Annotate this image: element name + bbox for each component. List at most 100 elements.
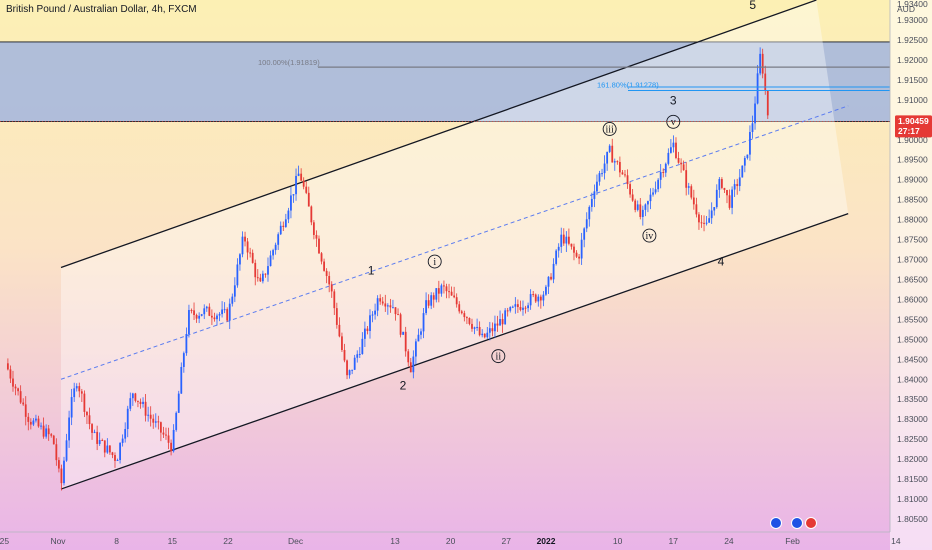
candle-body — [121, 438, 124, 443]
candle-body — [427, 300, 430, 306]
candle-body — [687, 186, 690, 188]
y-tick-label: 1.82500 — [897, 434, 928, 444]
candle-body — [190, 310, 193, 312]
candle-body — [414, 341, 417, 357]
candle-body — [664, 163, 667, 173]
candle-body — [675, 142, 677, 158]
candle-body — [376, 298, 379, 311]
candle-body — [764, 73, 767, 91]
event-flag-icon[interactable] — [770, 517, 782, 529]
candle-body — [167, 435, 170, 443]
candle-body — [35, 418, 37, 421]
candle-body — [363, 328, 366, 339]
candle-body — [346, 360, 348, 376]
y-tick-label: 1.85000 — [897, 334, 928, 344]
candle-body — [473, 327, 476, 329]
candle-body — [175, 412, 178, 430]
candle-body — [455, 297, 458, 305]
candle-body — [759, 53, 762, 74]
candle-body — [210, 315, 213, 318]
candle-body — [705, 222, 708, 224]
candle-body — [504, 310, 507, 325]
candle-body — [417, 334, 420, 342]
last-price-tag[interactable] — [895, 115, 932, 138]
candle-body — [754, 103, 756, 124]
candle-body — [231, 296, 234, 304]
candle-body — [333, 291, 336, 309]
event-flag-icon[interactable] — [805, 517, 817, 529]
candle-body — [312, 222, 315, 235]
candle-body — [22, 402, 25, 405]
y-tick-label: 1.91000 — [897, 95, 928, 105]
x-tick-label: Nov — [50, 536, 66, 546]
candle-body — [287, 210, 290, 220]
channel-midline[interactable] — [60, 105, 849, 380]
x-tick-label: 14 — [891, 536, 901, 546]
candle-body — [608, 145, 611, 152]
candle-body — [749, 132, 751, 155]
candle-body — [522, 307, 524, 310]
candle-body — [634, 200, 637, 210]
candle-body — [310, 206, 313, 223]
candle-body — [60, 468, 63, 484]
candle-body — [404, 331, 407, 352]
candle-body — [583, 228, 586, 240]
candle-body — [596, 181, 598, 192]
candle-body — [501, 319, 504, 325]
candle-body — [751, 123, 754, 133]
candle-body — [198, 315, 201, 319]
candle-body — [547, 276, 550, 287]
candle-body — [249, 252, 252, 254]
candle-body — [590, 198, 593, 207]
candle-body — [259, 277, 262, 282]
candle-body — [239, 254, 241, 265]
candle-body — [435, 288, 438, 300]
candle-body — [659, 171, 662, 180]
candle-body — [603, 163, 606, 174]
candle-body — [575, 252, 578, 257]
channel-upper-line[interactable] — [60, 0, 817, 269]
x-tick-label: 2022 — [537, 536, 556, 546]
channel-lower-line[interactable] — [60, 212, 849, 490]
candle-body — [565, 236, 568, 244]
event-flag-icon[interactable] — [791, 517, 803, 529]
wave-circle — [602, 122, 617, 136]
y-tick-label: 1.88500 — [897, 195, 928, 205]
candle-body — [356, 354, 359, 358]
candle-body — [208, 306, 211, 316]
candle-body — [144, 401, 147, 416]
candle-body — [440, 285, 443, 294]
candle-body — [218, 314, 221, 316]
wave-circle — [642, 228, 657, 243]
candle-body — [305, 186, 308, 193]
x-tick-label: 20 — [446, 536, 456, 546]
candle-body — [24, 404, 27, 417]
x-tick-label: 10 — [613, 536, 623, 546]
candle-body — [483, 333, 486, 338]
x-tick-label: 17 — [669, 536, 679, 546]
candle-body — [585, 219, 588, 229]
candle-body — [101, 440, 104, 442]
candle-body — [91, 424, 93, 433]
candle-body — [172, 429, 175, 452]
candle-body — [170, 442, 172, 452]
candle-body — [606, 151, 609, 164]
y-tick-label: 1.81500 — [897, 474, 928, 484]
candle-body — [669, 147, 672, 153]
y-tick-label: 1.81000 — [897, 494, 928, 504]
candle-body — [761, 53, 764, 74]
candle-body — [458, 304, 461, 312]
candle-body — [580, 239, 583, 259]
y-tick-label: 1.84500 — [897, 354, 928, 364]
candle-body — [195, 315, 198, 319]
candle-body — [45, 428, 48, 437]
x-tick-label: Feb — [785, 536, 800, 546]
y-tick-label: 1.83000 — [897, 414, 928, 424]
candle-body — [353, 357, 356, 370]
candle-body — [494, 323, 496, 332]
candle-body — [430, 295, 433, 306]
y-tick-label: 1.93000 — [897, 15, 928, 25]
candle-body — [621, 172, 624, 175]
candle-body — [188, 310, 190, 335]
